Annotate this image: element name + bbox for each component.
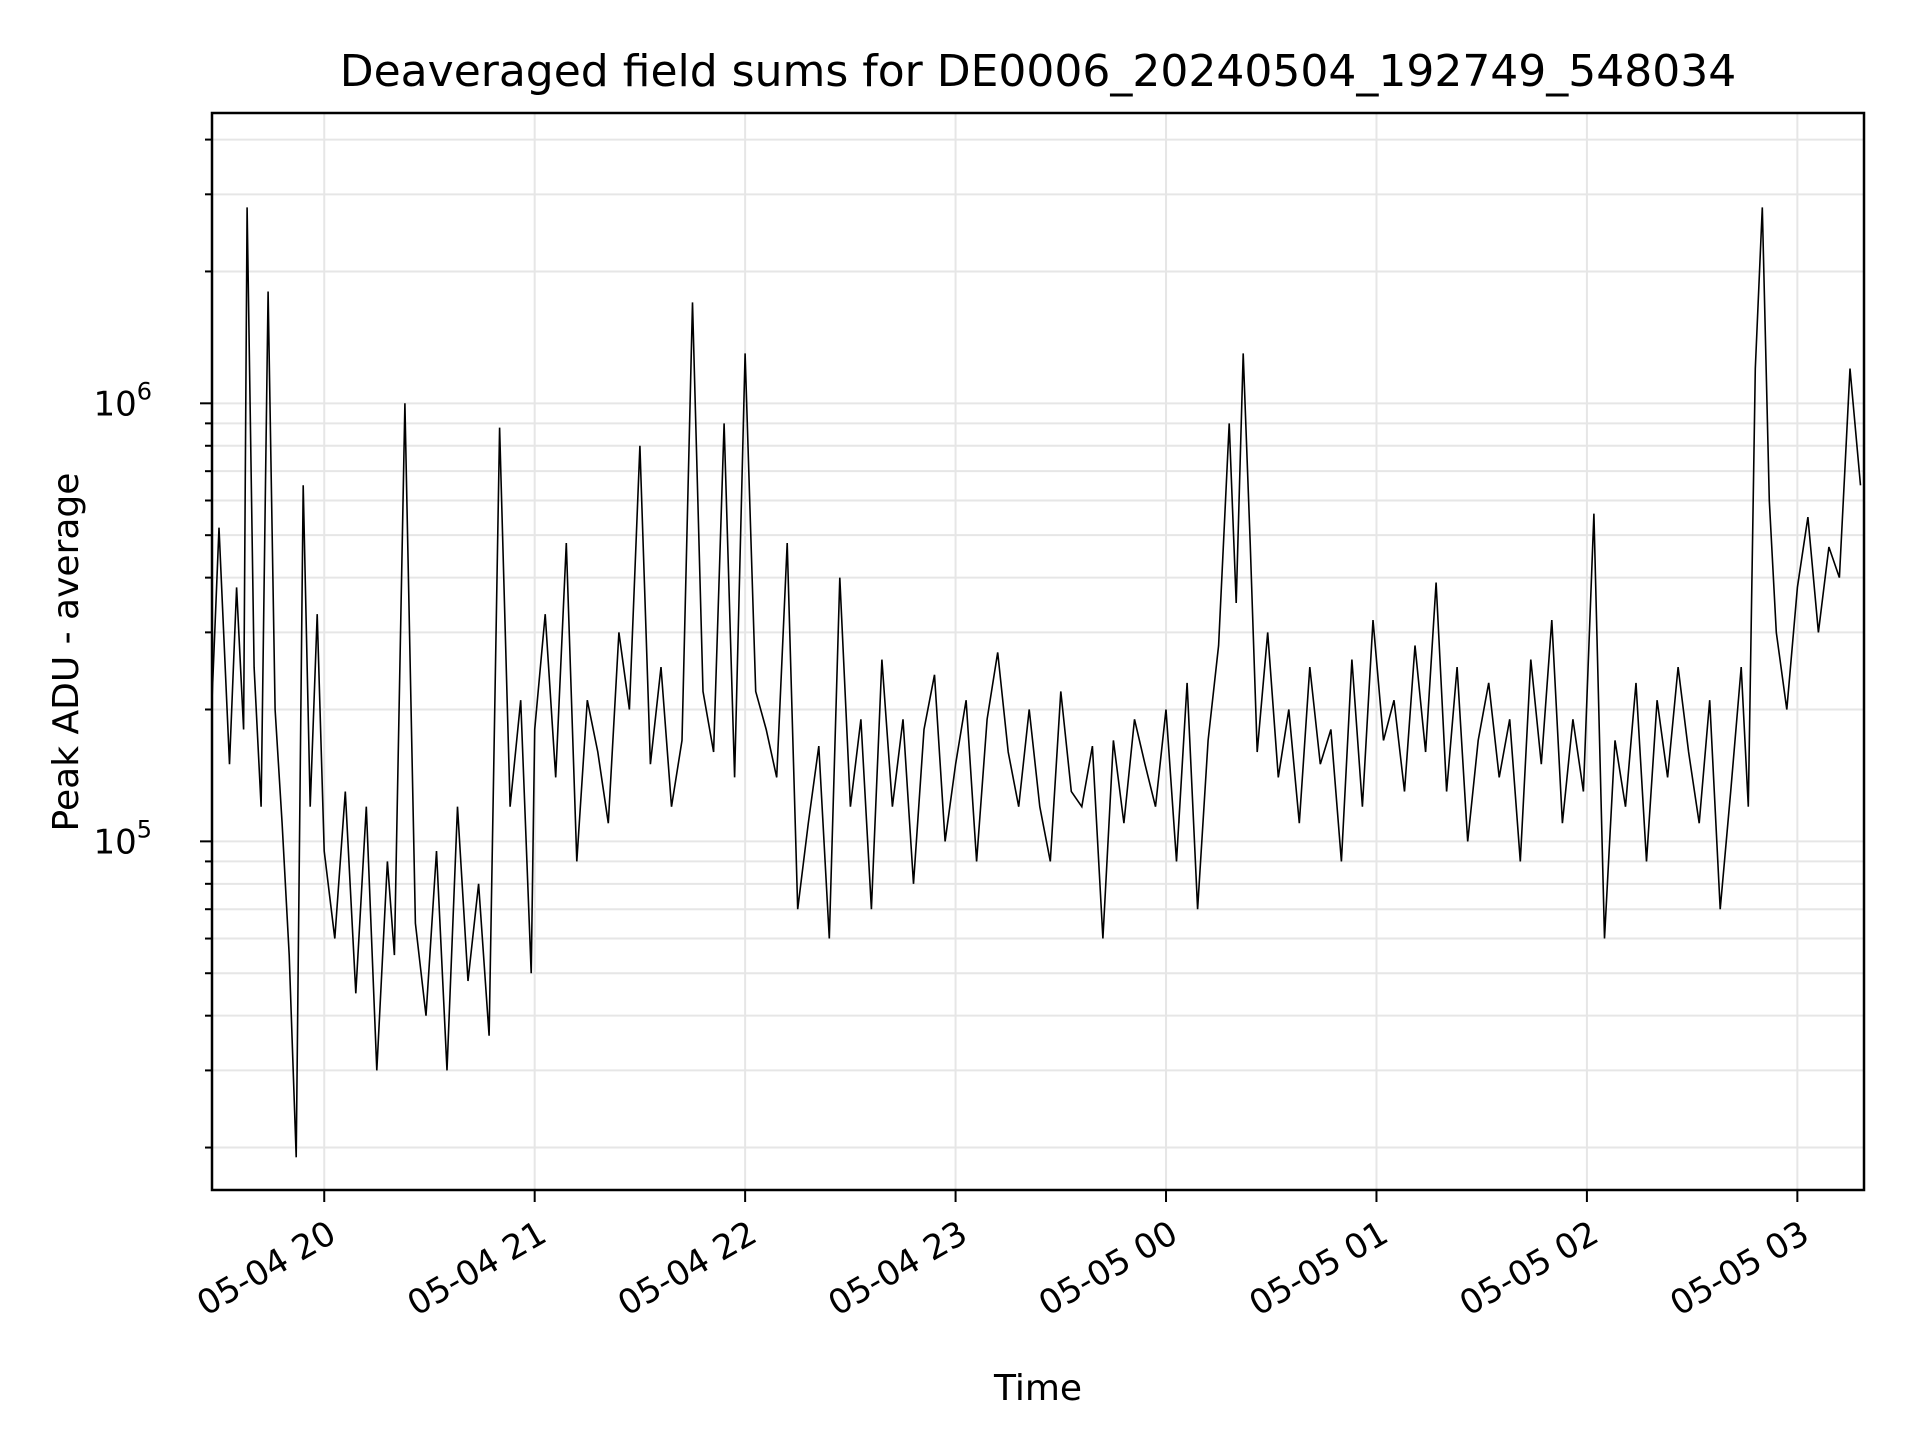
grid — [212, 113, 1864, 1190]
y-tick-label: 106 — [93, 377, 152, 424]
x-tick-label: 05-04 20 — [190, 1213, 342, 1324]
chart-title: Deaveraged field sums for DE0006_2024050… — [340, 46, 1737, 97]
x-tick-label: 05-04 23 — [822, 1213, 974, 1324]
x-axis-label: Time — [993, 1368, 1082, 1409]
x-tick-label: 05-04 22 — [611, 1213, 763, 1324]
x-axis-ticks: 05-04 20 05-04 21 05-04 22 05-04 23 05-05 00… — [190, 1190, 1816, 1324]
y-axis-label: Peak ADU - average — [46, 473, 87, 832]
x-tick-label: 05-05 00 — [1032, 1213, 1184, 1324]
y-tick-label: 105 — [93, 815, 152, 862]
plot-frame — [210, 111, 1866, 1192]
x-tick-label: 05-05 02 — [1453, 1213, 1605, 1324]
x-tick-label: 05-05 01 — [1243, 1213, 1395, 1324]
series-line — [211, 207, 1862, 1158]
y-tick-base: 10 — [93, 822, 136, 862]
x-tick-label: 05-05 03 — [1663, 1213, 1815, 1324]
y-tick-exponent: 5 — [137, 815, 152, 843]
y-tick-base: 10 — [93, 384, 136, 424]
x-tick-label: 05-04 21 — [401, 1213, 553, 1324]
y-tick-exponent: 6 — [137, 377, 152, 405]
